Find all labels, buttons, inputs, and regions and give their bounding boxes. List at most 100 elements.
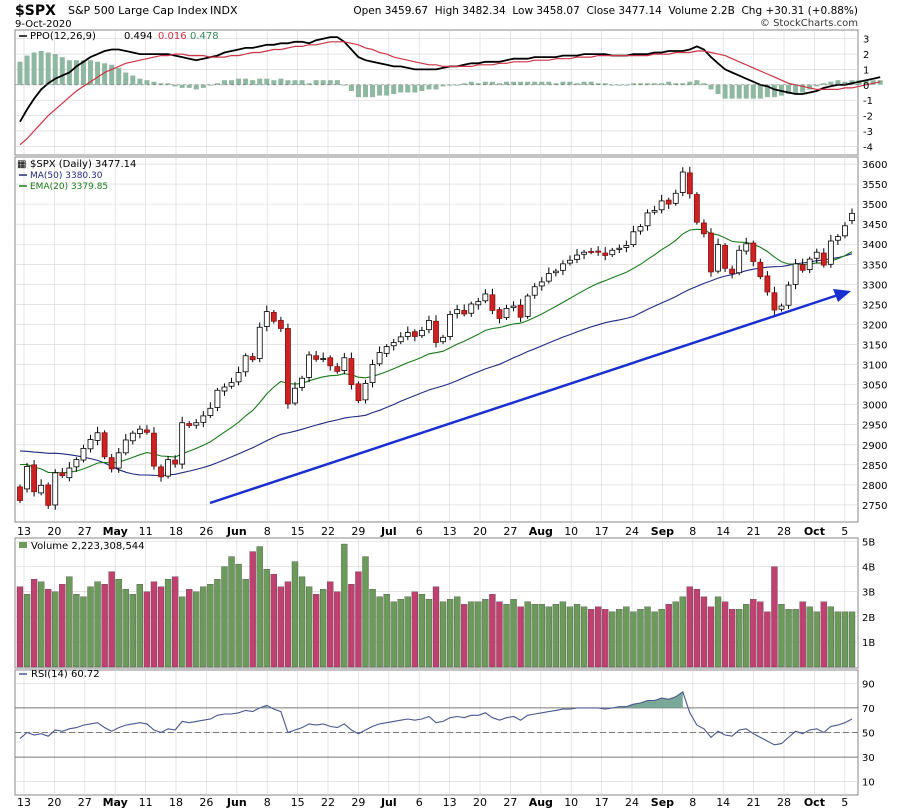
ppo-histogram-bar — [151, 81, 157, 85]
x-tick-label: 8 — [689, 525, 696, 538]
volume-bar — [721, 601, 729, 668]
ppo-histogram-bar — [412, 84, 418, 93]
candle-down — [355, 383, 362, 402]
candle-down — [750, 242, 757, 262]
ppo-histogram-bar — [88, 60, 94, 85]
candle-up — [38, 484, 45, 494]
candle-down — [17, 486, 23, 501]
volume-bar — [602, 609, 609, 668]
volume-bar — [108, 571, 115, 668]
candle-down — [411, 331, 418, 337]
candle-up — [560, 263, 566, 271]
ppo-histogram-bar — [158, 83, 164, 85]
ppo-histogram-bar — [842, 81, 848, 85]
ppo-histogram-bar — [285, 80, 291, 85]
candle-up — [221, 386, 228, 392]
volume-bar — [658, 609, 665, 668]
candle-up — [581, 251, 587, 255]
candle-up — [447, 314, 454, 337]
x-tick-label-bottom: 27 — [503, 796, 517, 809]
ppo-y-tick: -3 — [863, 127, 873, 138]
ppo-histogram-bar — [835, 80, 841, 85]
ppo-histogram-bar — [645, 83, 651, 85]
candle-down — [708, 232, 714, 273]
volume-bar — [510, 599, 517, 668]
price-y-tick: 3600 — [862, 160, 887, 171]
symbol: $SPX — [15, 3, 56, 19]
candle-down — [729, 268, 736, 274]
ppo-histogram-bar — [525, 81, 531, 85]
ppo-histogram-bar — [179, 84, 185, 88]
ppo-histogram-bar — [475, 83, 481, 85]
ppo-histogram-bar — [659, 83, 665, 85]
candle-down — [461, 310, 468, 315]
candle-down — [686, 172, 693, 195]
rsi-plot — [15, 691, 858, 758]
candle-up — [362, 383, 369, 401]
x-tick-label: May — [103, 525, 128, 538]
candle-down — [327, 357, 334, 367]
ppo-histogram-bar — [630, 83, 636, 85]
ppo-histogram-bar — [609, 84, 615, 86]
rsi-y-tick: 90 — [862, 679, 875, 690]
x-tick-label-bottom: Aug — [529, 796, 553, 809]
candle-up — [369, 364, 376, 384]
candle-up — [292, 387, 298, 404]
volume-bar — [73, 594, 80, 668]
price-y-tick: 3550 — [862, 180, 887, 191]
candle-up — [383, 346, 390, 354]
x-tick-label-bottom: 11 — [139, 796, 153, 809]
ppo-histogram-bar — [52, 54, 58, 85]
x-tick-label-bottom: 18 — [169, 796, 183, 809]
volume-bar — [461, 604, 468, 668]
price-y-tick: 3150 — [862, 341, 887, 352]
ppo-y-tick: 3 — [863, 35, 869, 46]
ppo-histogram-bar — [229, 80, 235, 85]
candle-up — [207, 407, 214, 416]
price-y-tick: 3250 — [862, 300, 887, 311]
candle-down — [334, 366, 341, 372]
x-tick-label-bottom: 28 — [777, 796, 791, 809]
ppo-histogram-bar — [398, 84, 404, 93]
x-tick-label: 14 — [716, 525, 730, 538]
volume-bar — [679, 596, 686, 668]
volume-bar — [630, 611, 637, 668]
x-tick-label: 27 — [78, 525, 92, 538]
candle-up — [80, 447, 87, 461]
x-tick-label: 18 — [169, 525, 183, 538]
ppo-histogram-bar — [384, 84, 390, 96]
ppo-histogram-bar — [31, 52, 37, 85]
volume-bar — [312, 594, 320, 668]
candle-up — [94, 432, 101, 441]
volume-bar — [221, 566, 228, 668]
rsi-y-tick: 30 — [862, 753, 875, 764]
candle-up — [736, 249, 743, 274]
candle-down — [489, 294, 496, 311]
x-tick-label: 13 — [17, 525, 31, 538]
candle-up — [440, 336, 446, 343]
volume-bar — [327, 581, 334, 668]
volume-y-tick: 1B — [862, 638, 875, 649]
candle-up — [623, 245, 630, 248]
volume-legend: Volume 2,223,308,544 — [19, 541, 145, 552]
volume-bar — [820, 601, 827, 668]
ppo-histogram-bar — [102, 63, 108, 85]
volume-bar — [115, 579, 122, 668]
ppo-histogram-bar — [567, 81, 573, 85]
volume-bar — [101, 584, 108, 668]
candle-up — [715, 244, 721, 272]
ppo-histogram-bar — [793, 84, 799, 95]
volume-bar — [841, 611, 849, 668]
x-tick-label: Aug — [529, 525, 553, 538]
volume-bar — [757, 601, 764, 668]
candle-down — [249, 356, 256, 361]
ppo-histogram-bar — [362, 84, 368, 98]
candle-up — [235, 372, 242, 383]
ppo-histogram-bar — [750, 84, 756, 99]
price-y-tick: 2750 — [862, 501, 887, 512]
candle-down — [285, 328, 291, 405]
ppo-histogram-bar — [243, 78, 249, 85]
volume-bar — [538, 604, 545, 668]
ppo-histogram-bar — [299, 80, 305, 85]
volume-bar — [136, 584, 144, 668]
